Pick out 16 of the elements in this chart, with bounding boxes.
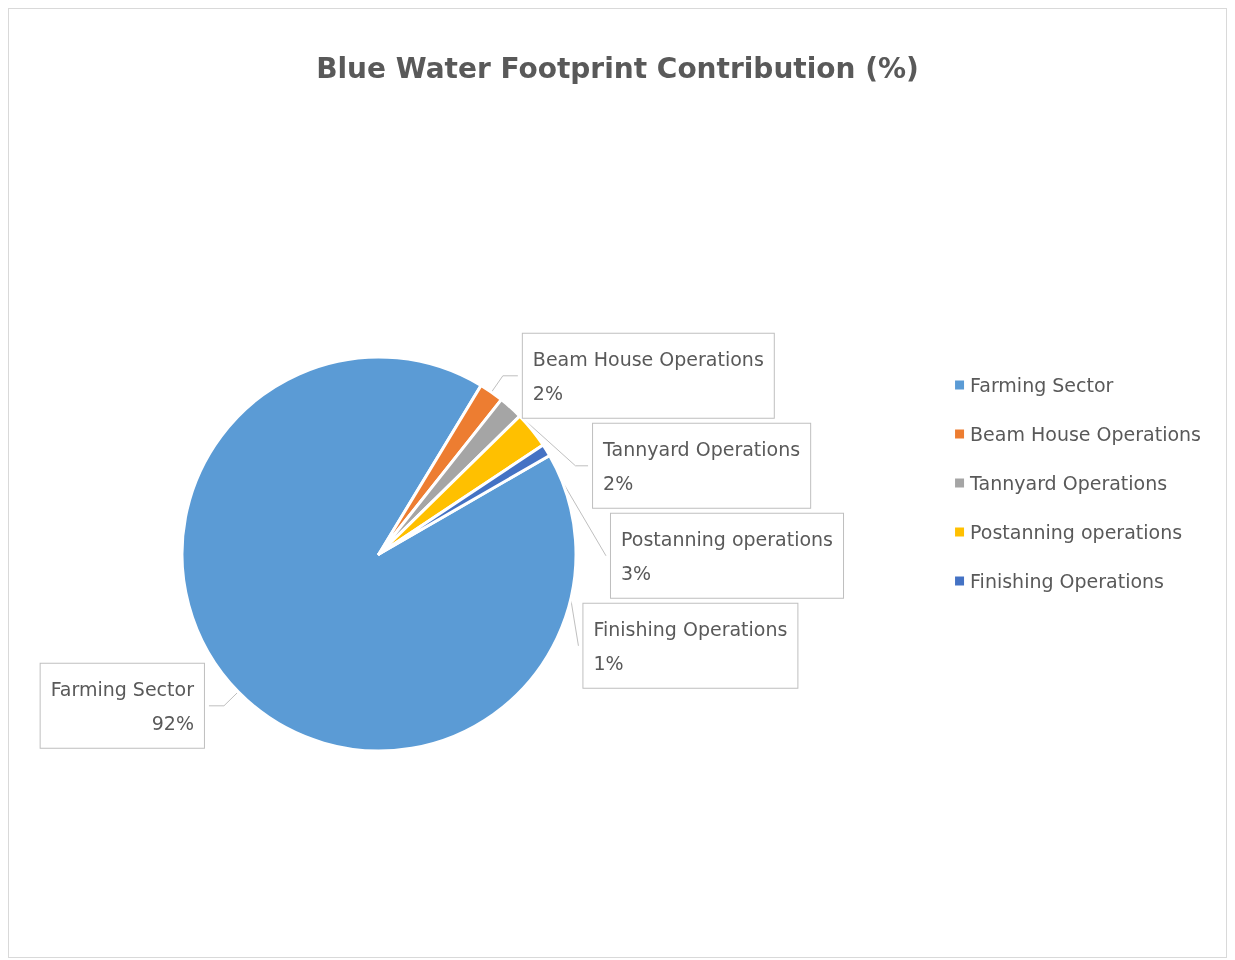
data-label: 92%: [151, 711, 194, 734]
legend-label: Tannyard Operations: [969, 472, 1168, 494]
data-label: 1%: [593, 651, 624, 674]
legend-label: Beam House Operations: [970, 423, 1201, 445]
legend-label: Finishing Operations: [970, 570, 1165, 592]
slice-label: Farming Sector: [50, 677, 195, 700]
chart-title: Blue Water Footprint Contribution (%): [316, 51, 919, 85]
slice-label: Finishing Operations: [593, 617, 788, 640]
data-label: 2%: [532, 381, 563, 404]
legend-label: Postanning operations: [970, 521, 1183, 543]
data-label: 3%: [620, 561, 652, 584]
data-label: 2%: [603, 471, 634, 494]
slice-label: Postanning operations: [620, 527, 834, 550]
slice-label: Beam House Operations: [532, 347, 764, 370]
slice-label: Tannyard Operations: [602, 437, 801, 460]
legend-label: Farming Sector: [970, 374, 1114, 396]
